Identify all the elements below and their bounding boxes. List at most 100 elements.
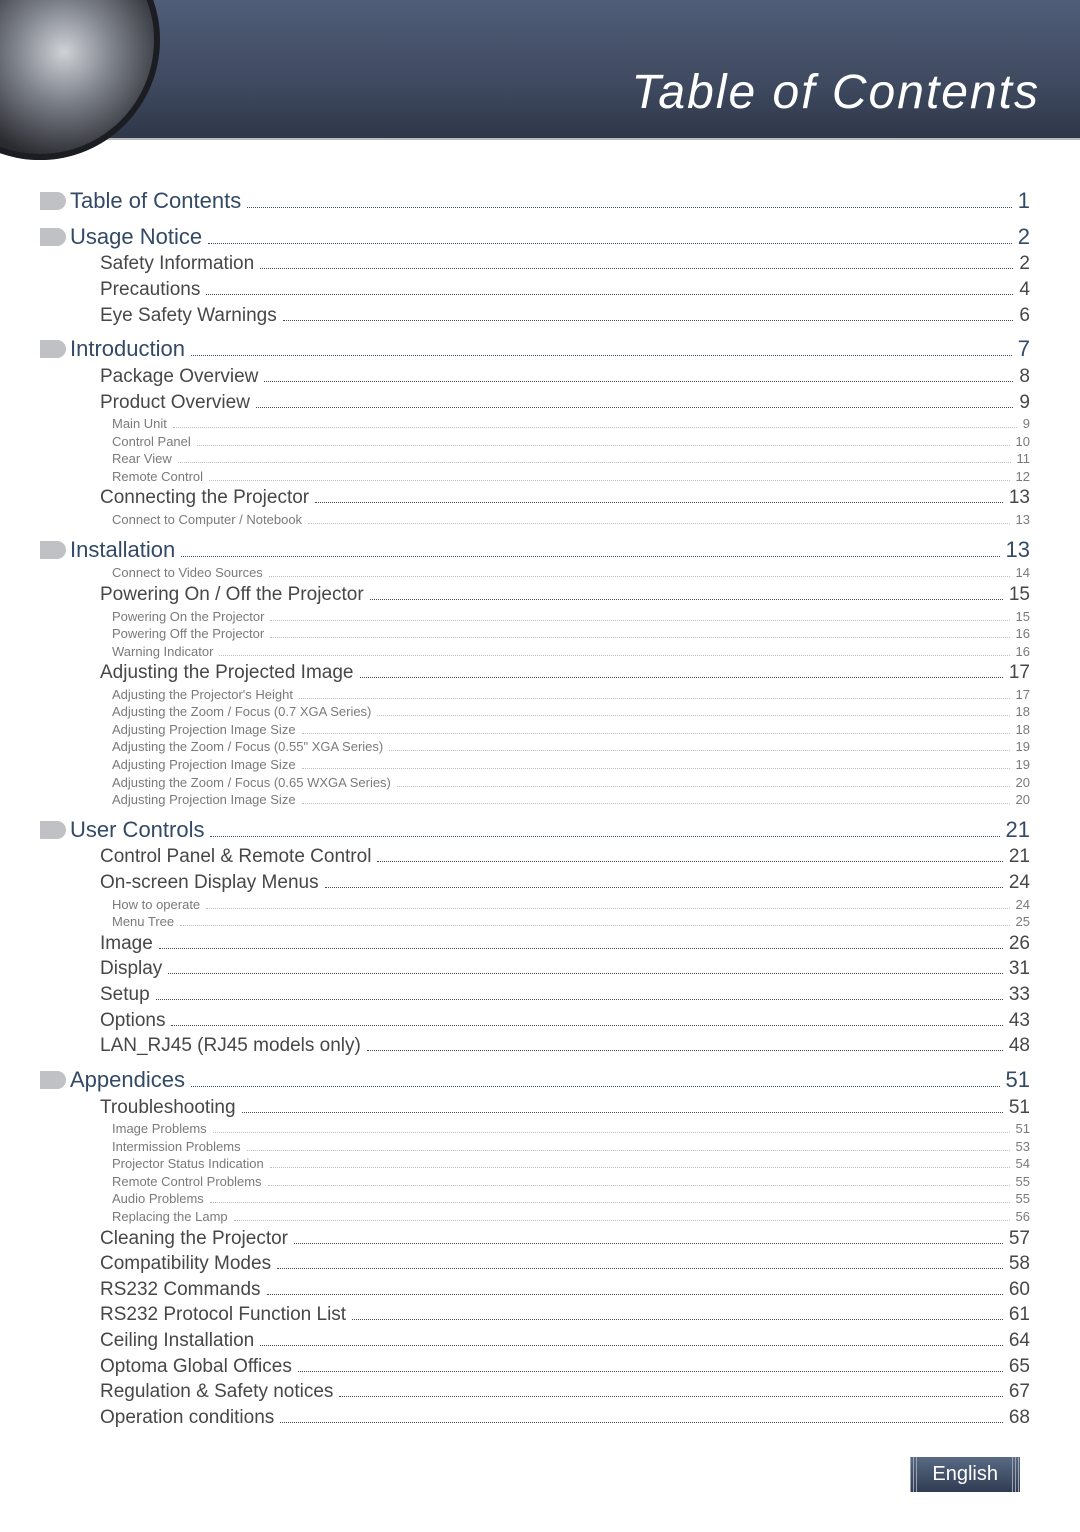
toc-page-number: 55 (1016, 1173, 1030, 1191)
toc-leader-dots (270, 610, 1009, 620)
toc-page-number: 16 (1016, 643, 1030, 661)
toc-row: Compatibility Modes58 (70, 1251, 1030, 1277)
toc-leader-dots (339, 1382, 1002, 1397)
toc-leader-dots (234, 1211, 1010, 1221)
toc-leader-dots (325, 873, 1003, 888)
toc-row: Ceiling Installation64 (70, 1328, 1030, 1354)
toc-label: Adjusting the Zoom / Focus (0.55" XGA Se… (112, 738, 383, 756)
table-of-contents: Table of Contents1Usage Notice2Safety In… (0, 140, 1080, 1451)
toc-label: Table of Contents (70, 186, 241, 216)
toc-page-number: 13 (1016, 511, 1030, 529)
toc-page-number: 43 (1009, 1008, 1030, 1034)
toc-page-number: 56 (1016, 1208, 1030, 1226)
toc-page-number: 11 (1017, 450, 1031, 468)
toc-leader-dots (377, 706, 1009, 716)
toc-page-number: 10 (1016, 433, 1030, 451)
toc-leader-dots (270, 1158, 1010, 1168)
toc-label: LAN_RJ45 (RJ45 models only) (100, 1033, 361, 1059)
toc-label: Product Overview (100, 390, 250, 416)
toc-row: Image26 (70, 931, 1030, 957)
toc-page-number: 7 (1018, 334, 1030, 364)
toc-page-number: 24 (1009, 870, 1030, 896)
toc-row: Precautions4 (70, 277, 1030, 303)
toc-page-number: 68 (1009, 1405, 1030, 1431)
toc-label: Image Problems (112, 1120, 207, 1138)
toc-row: Operation conditions 68 (70, 1405, 1030, 1431)
toc-label: Powering On the Projector (112, 608, 264, 626)
toc-label: Control Panel & Remote Control (100, 844, 371, 870)
toc-row: Powering On the Projector15 (70, 608, 1030, 626)
toc-page-number: 6 (1019, 303, 1030, 329)
toc-leader-dots (260, 254, 1013, 269)
toc-label: Regulation & Safety notices (100, 1379, 333, 1405)
toc-leader-dots (298, 1357, 1003, 1372)
toc-row: Adjusting the Zoom / Focus (0.7 XGA Seri… (70, 703, 1030, 721)
toc-leader-dots (159, 934, 1003, 949)
toc-label: Adjusting the Projector's Height (112, 686, 293, 704)
toc-leader-dots (360, 663, 1003, 678)
toc-page-number: 33 (1009, 982, 1030, 1008)
toc-page-number: 21 (1009, 844, 1030, 870)
footer: English (0, 1457, 1080, 1492)
toc-row: Package Overview8 (70, 364, 1030, 390)
toc-label: Warning Indicator (112, 643, 213, 661)
toc-row: Troubleshooting51 (70, 1095, 1030, 1121)
toc-page-number: 51 (1016, 1120, 1030, 1138)
toc-leader-dots (294, 1228, 1003, 1243)
toc-page-number: 19 (1016, 756, 1030, 774)
toc-row: Usage Notice2 (70, 222, 1030, 252)
toc-label: Options (100, 1008, 165, 1034)
toc-label: Operation conditions (100, 1405, 274, 1431)
toc-page-number: 26 (1009, 931, 1030, 957)
toc-row: Setup33 (70, 982, 1030, 1008)
toc-row: Optoma Global Offices65 (70, 1354, 1030, 1380)
toc-label: Control Panel (112, 433, 191, 451)
toc-row: Powering Off the Projector16 (70, 625, 1030, 643)
toc-leader-dots (208, 226, 1012, 244)
toc-page-number: 15 (1009, 582, 1030, 608)
toc-label: Package Overview (100, 364, 258, 390)
toc-leader-dots (280, 1408, 1003, 1423)
toc-row: Replacing the Lamp56 (70, 1208, 1030, 1226)
toc-label: RS232 Commands (100, 1277, 261, 1303)
toc-label: Precautions (100, 277, 200, 303)
toc-label: How to operate (112, 896, 200, 914)
toc-row: Appendices51 (70, 1065, 1030, 1095)
toc-leader-dots (277, 1254, 1003, 1269)
toc-label: Main Unit (112, 415, 167, 433)
toc-page-number: 54 (1016, 1155, 1030, 1173)
toc-leader-dots (191, 1069, 1000, 1087)
toc-label: Projector Status Indication (112, 1155, 264, 1173)
toc-row: Safety Information2 (70, 251, 1030, 277)
toc-row: Adjusting Projection Image Size20 (70, 791, 1030, 809)
toc-page-number: 65 (1009, 1354, 1030, 1380)
toc-row: Adjusting Projection Image Size18 (70, 721, 1030, 739)
header-band: Table of Contents (0, 0, 1080, 140)
toc-page-number: 24 (1016, 896, 1030, 914)
toc-page-number: 53 (1016, 1138, 1030, 1156)
toc-leader-dots (367, 1036, 1003, 1051)
toc-page-number: 17 (1016, 686, 1030, 704)
toc-label: Remote Control Problems (112, 1173, 262, 1191)
toc-leader-dots (210, 819, 999, 837)
toc-leader-dots (191, 339, 1012, 357)
toc-page-number: 51 (1006, 1065, 1030, 1095)
toc-row: Rear View11 (70, 450, 1030, 468)
toc-leader-dots (206, 898, 1009, 908)
language-badge: English (910, 1457, 1020, 1492)
toc-label: User Controls (70, 815, 204, 845)
toc-leader-dots (302, 759, 1010, 769)
toc-row: Adjusting the Projector's Height 17 (70, 686, 1030, 704)
toc-leader-dots (209, 471, 1009, 481)
section-bullet-icon (40, 192, 66, 210)
toc-leader-dots (377, 847, 1002, 862)
toc-label: Adjusting Projection Image Size (112, 721, 296, 739)
toc-row: Adjusting Projection Image Size19 (70, 756, 1030, 774)
toc-leader-dots (173, 418, 1017, 428)
toc-row: Adjusting the Zoom / Focus (0.55" XGA Se… (70, 738, 1030, 756)
toc-leader-dots (171, 1010, 1002, 1025)
toc-label: Cleaning the Projector (100, 1226, 288, 1252)
toc-page-number: 12 (1016, 468, 1030, 486)
toc-row: On-screen Display Menus24 (70, 870, 1030, 896)
toc-leader-dots (168, 959, 1003, 974)
